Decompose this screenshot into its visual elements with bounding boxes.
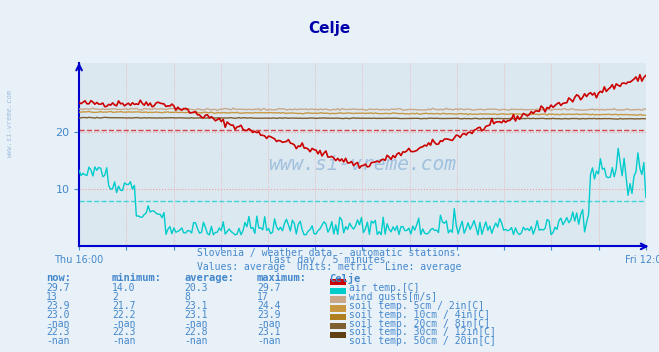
Text: 22.8: 22.8 — [185, 327, 208, 337]
Text: Values: average  Units: metric  Line: average: Values: average Units: metric Line: aver… — [197, 262, 462, 272]
Text: www.si-vreme.com: www.si-vreme.com — [7, 89, 13, 157]
Text: 20.3: 20.3 — [185, 283, 208, 293]
Text: -nan: -nan — [185, 319, 208, 328]
Text: 29.7: 29.7 — [46, 283, 70, 293]
Text: Slovenia / weather data - automatic stations.: Slovenia / weather data - automatic stat… — [197, 248, 462, 258]
Text: minimum:: minimum: — [112, 273, 162, 283]
Text: soil temp. 5cm / 2in[C]: soil temp. 5cm / 2in[C] — [349, 301, 484, 311]
Text: soil temp. 10cm / 4in[C]: soil temp. 10cm / 4in[C] — [349, 310, 490, 320]
Text: -nan: -nan — [46, 319, 70, 328]
Text: wind gusts[m/s]: wind gusts[m/s] — [349, 292, 438, 302]
Text: www.si-vreme.com: www.si-vreme.com — [268, 155, 457, 174]
Text: -nan: -nan — [46, 336, 70, 346]
Text: -nan: -nan — [112, 319, 136, 328]
Text: 8: 8 — [185, 292, 190, 302]
Text: Celje: Celje — [308, 21, 351, 36]
Text: 23.9: 23.9 — [46, 301, 70, 311]
Text: 22.3: 22.3 — [112, 327, 136, 337]
Text: 23.0: 23.0 — [46, 310, 70, 320]
Text: 17: 17 — [257, 292, 269, 302]
Text: 22.2: 22.2 — [112, 310, 136, 320]
Text: now:: now: — [46, 273, 71, 283]
Text: last day / 5 minutes.: last day / 5 minutes. — [268, 255, 391, 265]
Text: 23.1: 23.1 — [257, 327, 281, 337]
Text: soil temp. 20cm / 8in[C]: soil temp. 20cm / 8in[C] — [349, 319, 490, 328]
Text: soil temp. 50cm / 20in[C]: soil temp. 50cm / 20in[C] — [349, 336, 496, 346]
Text: -nan: -nan — [112, 336, 136, 346]
Text: 29.7: 29.7 — [257, 283, 281, 293]
Text: 23.9: 23.9 — [257, 310, 281, 320]
Text: average:: average: — [185, 273, 235, 283]
Text: air temp.[C]: air temp.[C] — [349, 283, 420, 293]
Text: -nan: -nan — [185, 336, 208, 346]
Text: -nan: -nan — [257, 336, 281, 346]
Text: 21.7: 21.7 — [112, 301, 136, 311]
Text: 23.1: 23.1 — [185, 301, 208, 311]
Text: -nan: -nan — [257, 319, 281, 328]
Text: 23.1: 23.1 — [185, 310, 208, 320]
Text: 22.3: 22.3 — [46, 327, 70, 337]
Text: 2: 2 — [112, 292, 118, 302]
Text: 14.0: 14.0 — [112, 283, 136, 293]
Text: Celje: Celje — [330, 273, 360, 284]
Text: 24.4: 24.4 — [257, 301, 281, 311]
Text: maximum:: maximum: — [257, 273, 307, 283]
Text: soil temp. 30cm / 12in[C]: soil temp. 30cm / 12in[C] — [349, 327, 496, 337]
Text: 13: 13 — [46, 292, 58, 302]
